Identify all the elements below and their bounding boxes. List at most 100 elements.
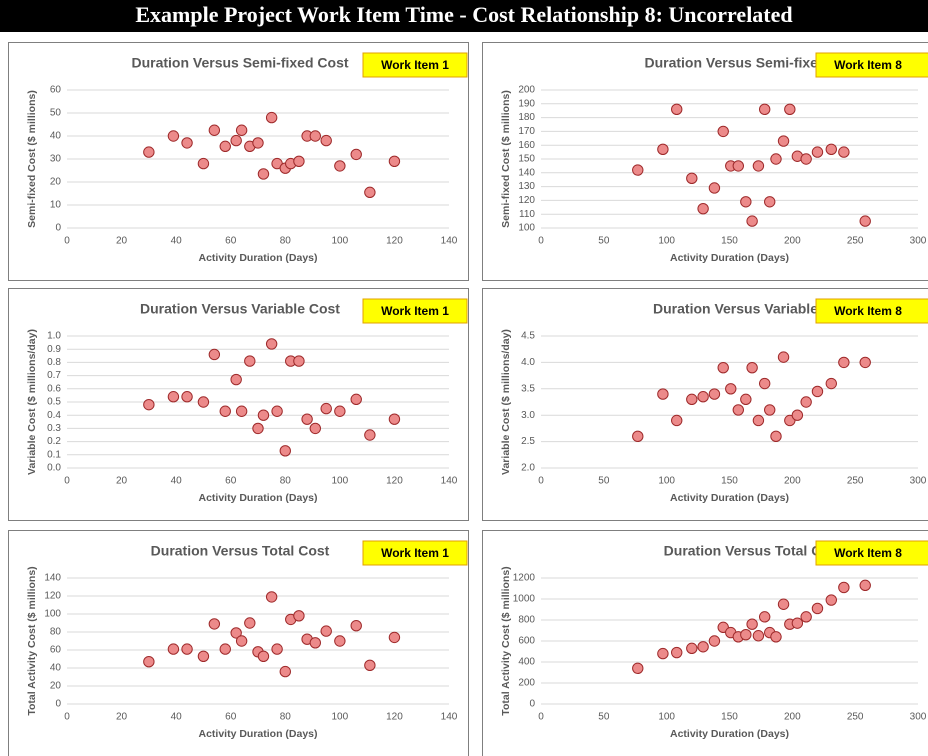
scatter-point xyxy=(838,581,850,594)
x-tick-label: 60 xyxy=(225,476,237,487)
scatter-point xyxy=(235,124,248,136)
x-tick-label: 100 xyxy=(658,476,675,487)
badge-label: Work Item 1 xyxy=(381,58,449,72)
y-tick-label: 600 xyxy=(518,636,535,647)
badge-label: Work Item 1 xyxy=(381,546,449,560)
y-tick-label: 120 xyxy=(518,195,535,206)
x-tick-label: 200 xyxy=(784,236,801,247)
scatter-point xyxy=(219,140,231,153)
scatter-point xyxy=(825,143,837,156)
scatter-point xyxy=(632,662,644,674)
y-tick-label: 160 xyxy=(518,140,535,151)
badge-box xyxy=(815,540,928,566)
scatter-point xyxy=(388,155,401,168)
scatter-point xyxy=(752,160,765,172)
scatter-point xyxy=(777,351,790,363)
x-tick-label: 100 xyxy=(332,476,349,487)
scatter-point xyxy=(859,579,871,592)
scatter-point xyxy=(388,413,401,425)
panel xyxy=(8,288,469,521)
scatter-point xyxy=(167,130,180,142)
y-tick-label: 100 xyxy=(518,223,535,234)
x-tick-label: 50 xyxy=(598,476,610,487)
x-tick-label: 300 xyxy=(910,236,927,247)
x-tick-label: 150 xyxy=(721,712,738,723)
x-tick-label: 0 xyxy=(538,476,544,487)
scatter-point xyxy=(219,643,231,655)
scatter-point xyxy=(686,642,698,655)
scatter-point xyxy=(197,157,210,170)
scatter-point xyxy=(334,635,346,647)
scatter-point xyxy=(143,656,155,668)
scatter-point xyxy=(686,172,698,185)
scatter-point xyxy=(388,631,401,644)
scatter-point xyxy=(764,196,776,208)
y-tick-label: 0.2 xyxy=(47,436,61,447)
scatter-point xyxy=(320,134,332,147)
scatter-point xyxy=(265,111,278,124)
y-tick-label: 2.5 xyxy=(521,436,535,447)
y-tick-label: 150 xyxy=(518,154,535,165)
x-tick-label: 0 xyxy=(538,712,544,723)
scatter-point xyxy=(252,422,264,435)
y-tick-label: 200 xyxy=(518,678,535,689)
scatter-point xyxy=(309,422,321,435)
y-axis-title: Variable Cost ($ millions/day) xyxy=(500,329,512,475)
y-tick-label: 80 xyxy=(50,627,62,638)
y-tick-label: 190 xyxy=(518,98,535,109)
scatter-point xyxy=(265,591,278,603)
scatter-point xyxy=(293,355,305,367)
x-tick-label: 80 xyxy=(280,712,292,723)
scatter-point xyxy=(334,160,346,172)
x-axis-title: Activity Duration (Days) xyxy=(670,728,789,740)
scatter-point xyxy=(859,215,871,227)
scatter-point xyxy=(265,338,278,350)
scatter-point xyxy=(746,618,758,630)
x-tick-label: 150 xyxy=(721,476,738,487)
y-tick-label: 4.5 xyxy=(521,331,535,342)
y-tick-label: 1000 xyxy=(513,594,536,605)
scatter-point xyxy=(279,445,291,457)
scatter-point xyxy=(257,168,270,180)
scatter-point xyxy=(632,164,644,176)
scatter-point xyxy=(230,134,242,147)
y-tick-label: 60 xyxy=(50,85,62,96)
scatter-point xyxy=(244,355,256,367)
y-axis-title: Total Activity Cost ($ millions) xyxy=(26,566,38,715)
x-tick-label: 300 xyxy=(910,712,927,723)
y-tick-label: 180 xyxy=(518,112,535,123)
scatter-point xyxy=(208,348,221,361)
x-axis-title: Activity Duration (Days) xyxy=(198,728,317,740)
scatter-point xyxy=(746,215,758,227)
chart-title: Duration Versus Semi-fixed Cost xyxy=(644,55,861,71)
scatter-point xyxy=(708,635,721,647)
badge-label: Work Item 8 xyxy=(834,304,902,318)
y-tick-label: 400 xyxy=(518,657,535,668)
scatter-point xyxy=(740,196,752,208)
x-tick-label: 300 xyxy=(910,476,927,487)
y-axis-title: Semi-fixed Cost ($ millions) xyxy=(26,90,38,228)
scatter-point xyxy=(657,388,669,400)
x-tick-label: 120 xyxy=(386,712,403,723)
y-tick-label: 110 xyxy=(519,209,535,220)
y-tick-label: 2.0 xyxy=(521,463,535,474)
x-axis-title: Activity Duration (Days) xyxy=(198,252,317,264)
scatter-point xyxy=(350,393,362,406)
scatter-point xyxy=(697,641,709,653)
y-tick-label: 800 xyxy=(518,615,535,626)
x-tick-label: 140 xyxy=(441,476,458,487)
x-tick-label: 0 xyxy=(64,236,70,247)
scatter-point xyxy=(143,398,155,411)
scatter-point xyxy=(708,182,721,194)
x-tick-label: 140 xyxy=(441,236,458,247)
badge-box xyxy=(362,52,468,78)
x-tick-label: 40 xyxy=(171,236,183,247)
x-tick-label: 80 xyxy=(280,476,292,487)
scatter-point xyxy=(770,153,782,165)
badge-box xyxy=(362,540,468,566)
page-title: Example Project Work Item Time - Cost Re… xyxy=(135,2,792,27)
scatter-point xyxy=(825,377,837,390)
y-tick-label: 100 xyxy=(44,609,61,620)
y-axis-title: Total Activity Cost ($ millions) xyxy=(500,566,512,715)
scatter-point xyxy=(732,404,744,416)
